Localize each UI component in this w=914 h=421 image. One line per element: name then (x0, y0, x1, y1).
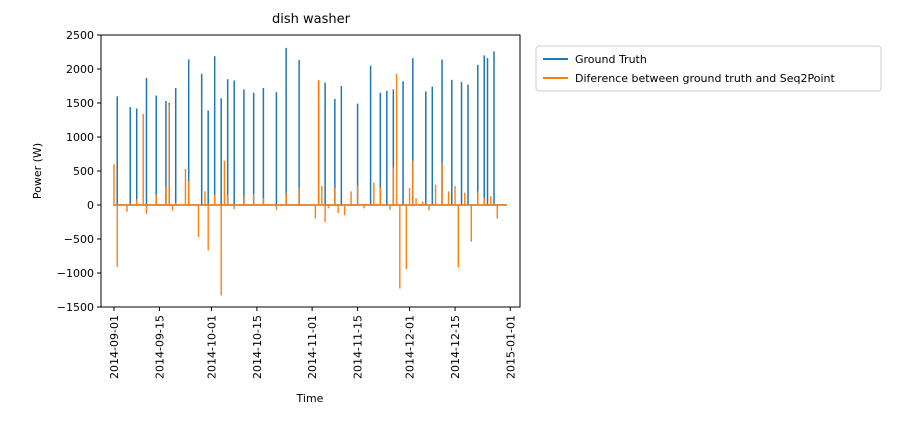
x-tick-label: 2014-10-15 (251, 315, 264, 379)
plot-frame (100, 34, 521, 308)
y-tick-label: 500 (73, 165, 94, 178)
y-tick-label: −1500 (57, 301, 94, 314)
series-layer (113, 47, 508, 296)
x-tick-label: 2014-10-01 (205, 315, 218, 379)
series-line-0 (113, 47, 508, 206)
x-tick-label: 2014-11-15 (352, 315, 365, 379)
y-tick-label: 2000 (66, 63, 94, 76)
legend-frame (535, 45, 882, 92)
x-axis-label: Time (296, 392, 324, 405)
x-tick-label: 2014-09-01 (108, 315, 121, 379)
y-tick-label: 0 (87, 199, 94, 212)
plot-area (113, 47, 508, 296)
x-axis: 2014-09-01 2014-09-15 2014-10-01 2014-10-15… (108, 307, 517, 379)
legend-label-ground-truth: Ground Truth (575, 53, 647, 66)
x-tick-label: 2014-11-01 (306, 315, 319, 379)
y-tick-label: 1000 (66, 131, 94, 144)
x-tick-label: 2014-12-01 (404, 315, 417, 379)
y-axis-label: Power (W) (31, 143, 44, 199)
legend-label-difference: Diference between ground truth and Seq2P… (575, 72, 835, 85)
y-tick-label: −500 (64, 233, 94, 246)
y-axis: −1500 −1000 −500 0 500 1000 1500 2000 2500 (57, 29, 101, 314)
chart-title: dish washer (272, 12, 351, 27)
x-tick-label: 2015-01-01 (504, 315, 517, 379)
y-tick-label: −1000 (57, 267, 94, 280)
legend: Ground Truth Diference between ground tr… (535, 45, 882, 92)
x-tick-label: 2014-12-15 (449, 315, 462, 379)
x-tick-label: 2014-09-15 (153, 315, 166, 379)
series-line-1 (113, 73, 508, 296)
y-tick-label: 2500 (66, 29, 94, 42)
y-tick-label: 1500 (66, 97, 94, 110)
